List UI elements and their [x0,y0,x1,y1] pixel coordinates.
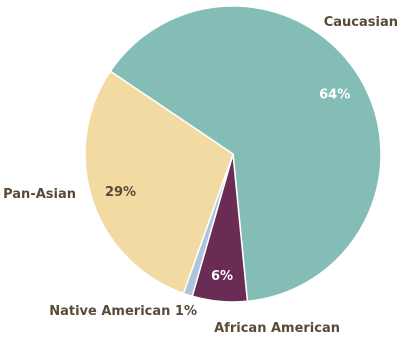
pie-slice-caucasian [109,5,382,303]
pie-labels: Caucasian African American Native Americ… [3,15,398,336]
percent-label-african-american: 6% [211,269,233,284]
percent-label-pan-asian: 29% [105,185,136,200]
pie-slice-pan-asian [84,70,234,295]
pie-slices [84,5,382,303]
category-label-african-american: African American [214,321,340,336]
percent-label-caucasian: 64% [319,87,350,102]
category-label-caucasian: Caucasian [324,15,398,30]
category-label-native-american: Native American 1% [49,304,197,319]
category-label-pan-asian: Pan-Asian [3,187,76,202]
